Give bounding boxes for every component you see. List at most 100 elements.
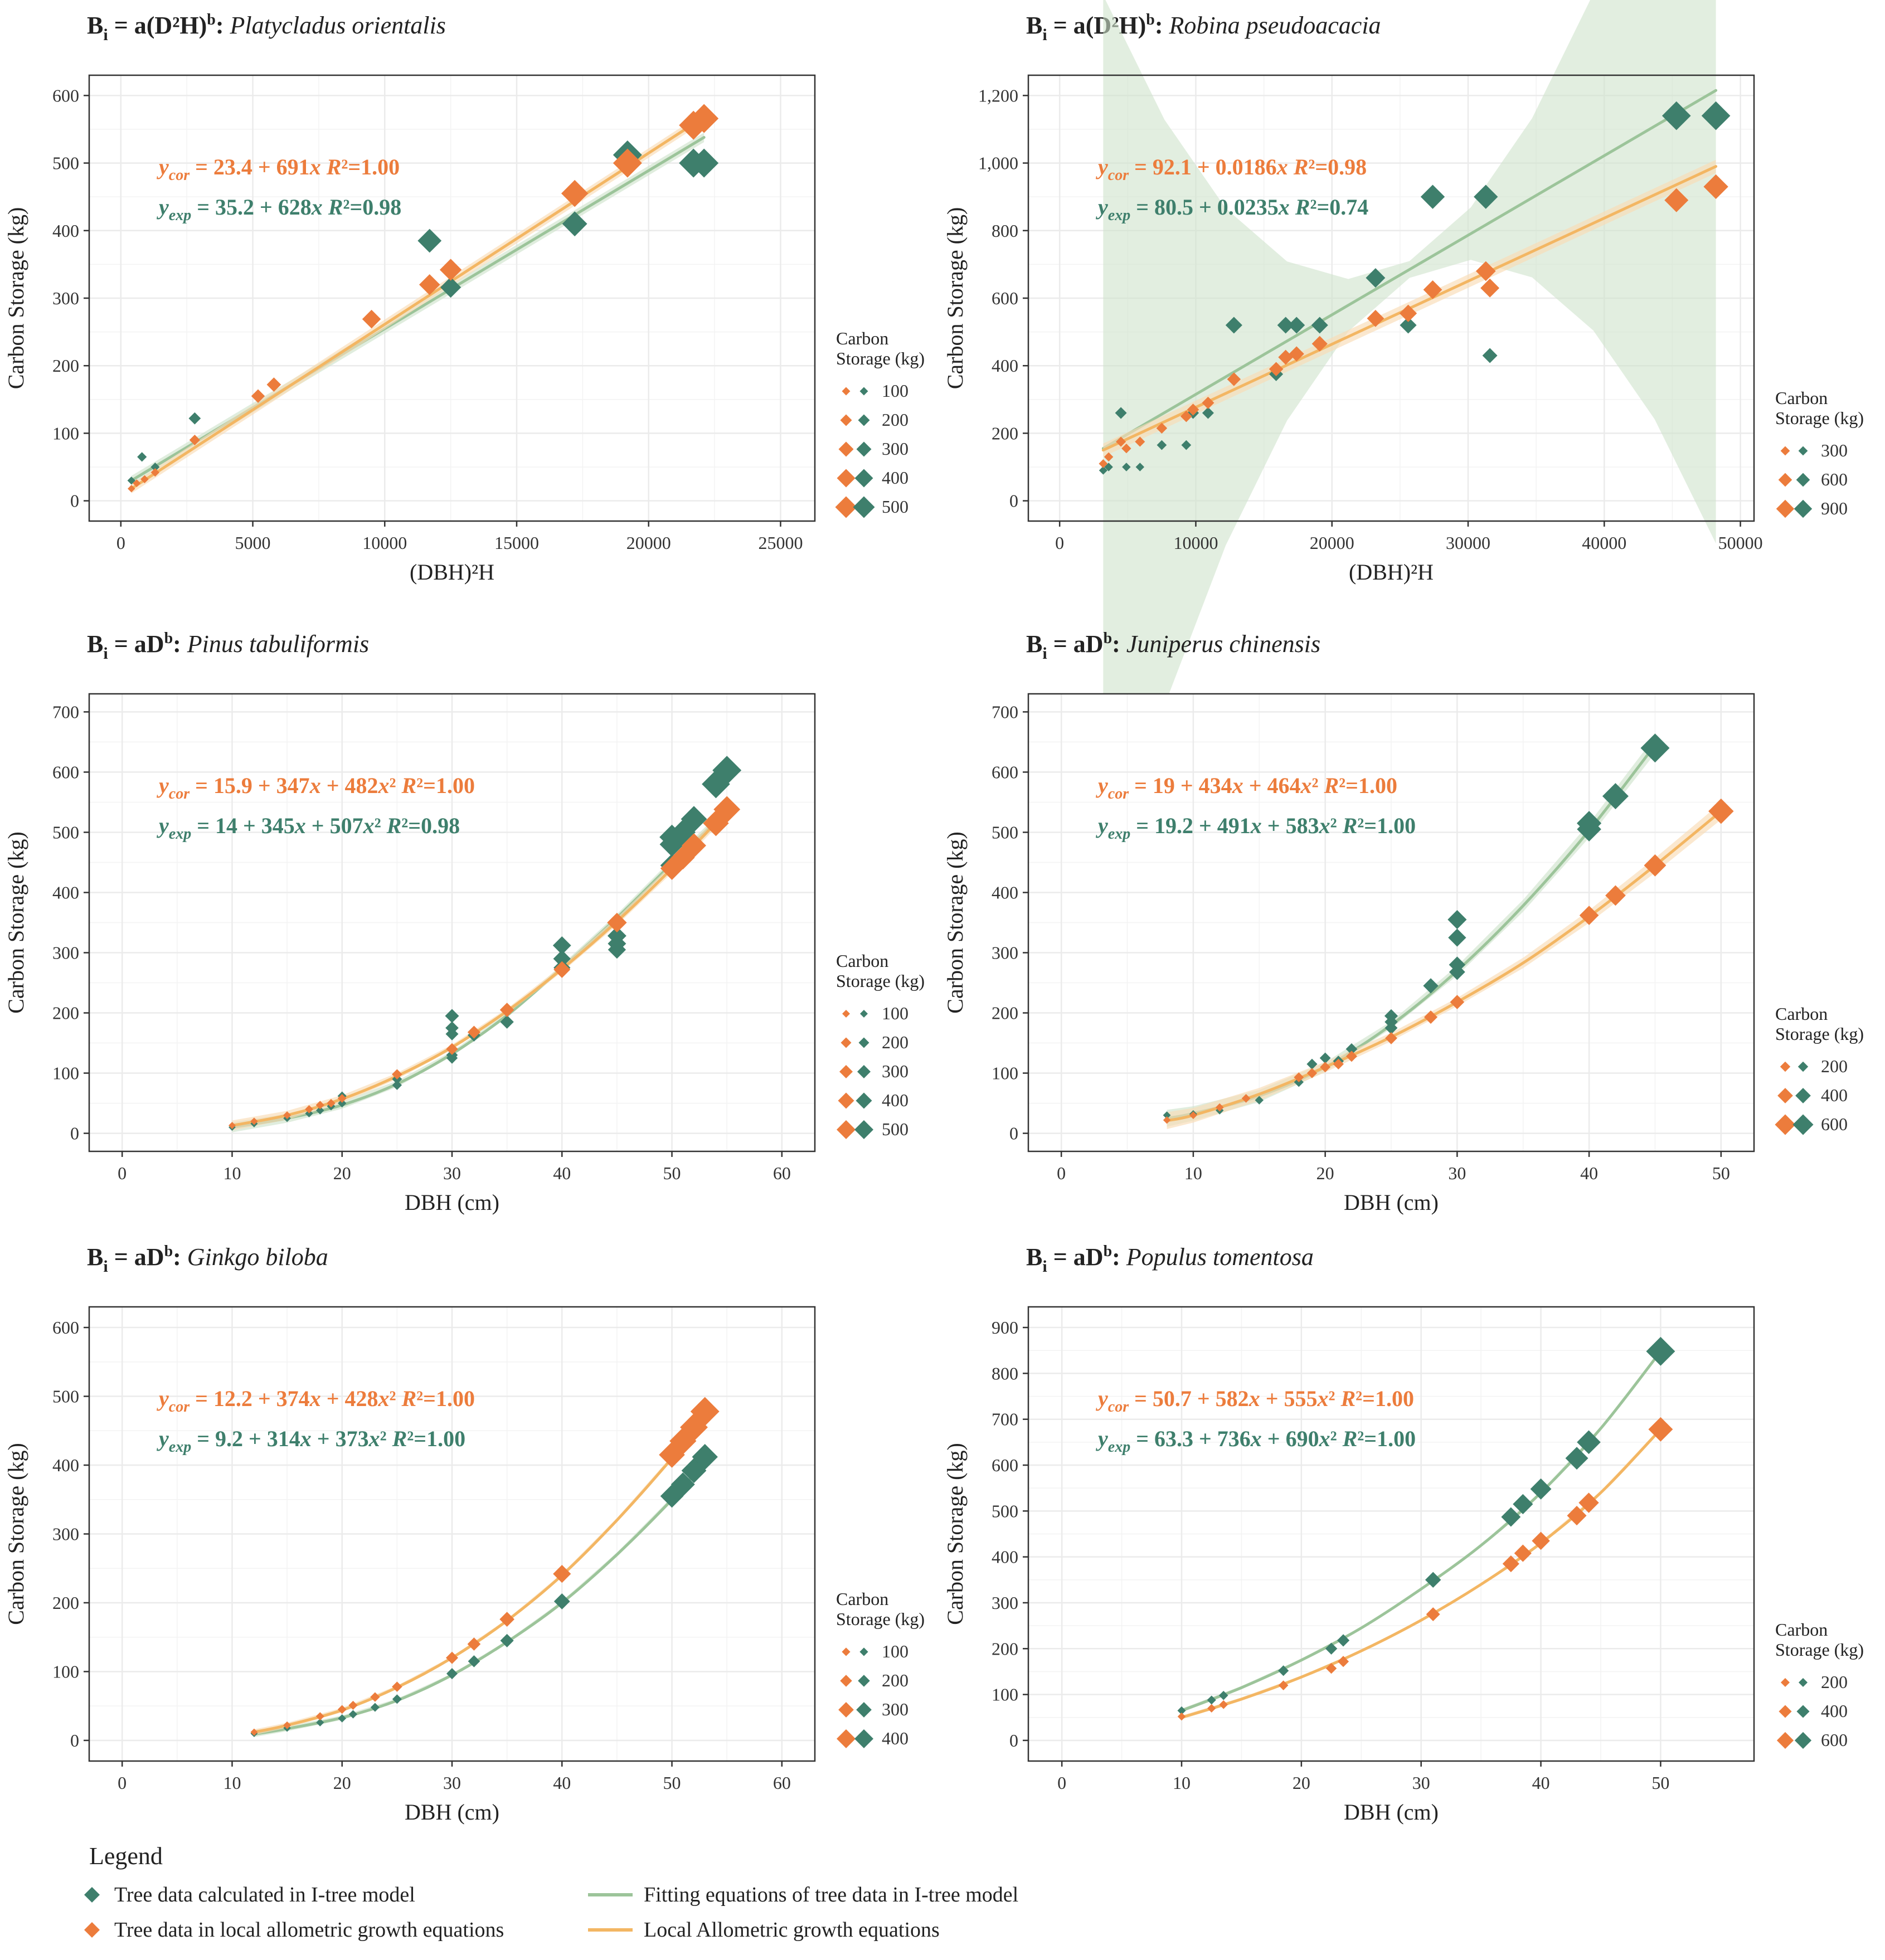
size-legend-exp-key [856, 441, 872, 457]
eq-r2-value: ²=1.00 [416, 1386, 475, 1411]
cor-point [1345, 1050, 1357, 1062]
eq-rhs: = 50.7 + 582 [1129, 1386, 1249, 1411]
title-subscript: i [1042, 1257, 1047, 1276]
y-tick-label: 200 [52, 1003, 79, 1023]
cor-point [1135, 436, 1145, 447]
y-tick-label: 700 [992, 702, 1018, 722]
x-tick-label: 15000 [494, 533, 539, 553]
exp-point [370, 1703, 380, 1712]
title-subscript: i [103, 26, 108, 44]
cor-point [1338, 1656, 1349, 1667]
panel-title: Bi = aDb: Populus tomentosa [1026, 1243, 1314, 1276]
y-tick-label: 100 [52, 423, 79, 443]
x-tick-label: 30 [443, 1773, 461, 1793]
cor-point [1121, 444, 1131, 454]
exp-point [1277, 317, 1294, 334]
eq-r: R [326, 154, 342, 179]
panel-title: Bi = aDb: Juniperus chinensis [1026, 630, 1320, 663]
size-legend-exp-key [860, 1010, 868, 1018]
size-legend-exp-key [1796, 473, 1810, 487]
size-legend-label: 400 [882, 468, 909, 488]
cor-point [251, 389, 265, 403]
x-tick-label: 20000 [1310, 533, 1354, 553]
exp-fit-line [1101, 89, 1718, 450]
cor-point [561, 179, 589, 207]
cor-point [189, 434, 200, 446]
size-legend-label: 100 [882, 1003, 909, 1023]
x-tick-label: 40 [1580, 1163, 1598, 1183]
exp-point [500, 1015, 514, 1029]
exp-point [1337, 1634, 1350, 1647]
cor-point [392, 1681, 402, 1692]
eq-subscript: exp [169, 207, 191, 224]
x-tick-label: 25000 [758, 533, 803, 553]
eq-x: x [294, 813, 306, 838]
exp-point [553, 950, 571, 967]
panel-pinus: Bi = aDb: Pinus tabuliformis 0 10 20 30 40 50 6… [3, 630, 925, 1215]
y-tick-label: 0 [70, 491, 79, 511]
cor-point [446, 1043, 458, 1056]
size-legend-title: Storage (kg) [836, 1609, 925, 1629]
cor-point [315, 1101, 324, 1110]
size-legend-cor-key [837, 1729, 856, 1748]
legend-label: Local Allometric growth equations [644, 1918, 940, 1942]
x-tick-label: 30 [1412, 1773, 1430, 1793]
y-tick-label: 500 [52, 153, 79, 173]
y-tick-label: 300 [992, 1593, 1018, 1613]
eq-y: y [157, 194, 169, 220]
cor-point [713, 796, 741, 823]
exp-point [1135, 463, 1145, 471]
x-tick-label: 0 [1057, 1163, 1066, 1183]
cor-point [1099, 459, 1108, 468]
eq-rhs: = 63.3 + 736 [1130, 1426, 1251, 1451]
title-formula: = aD [108, 630, 164, 658]
eq-rhs: = 9.2 + 314 [191, 1426, 300, 1451]
eq-x: x [1250, 813, 1262, 838]
exp-point [553, 1593, 570, 1609]
cor-point [370, 1692, 380, 1702]
title-formula: = a(D²H) [1047, 12, 1146, 39]
exp-point [1501, 1507, 1521, 1527]
y-tick-label: 600 [52, 1317, 79, 1338]
exp-point [348, 1710, 358, 1719]
y-tick-label: 500 [52, 1387, 79, 1407]
x-tick-label: 40 [553, 1773, 571, 1793]
eq-y: y [1096, 813, 1108, 838]
exp-point [1425, 1572, 1441, 1588]
eq-square: ² [1330, 1426, 1337, 1451]
size-legend-label: 600 [1821, 469, 1848, 489]
exp-point [1701, 101, 1731, 130]
y-tick-label: 300 [52, 288, 79, 308]
title-prefix: B [1026, 1243, 1042, 1271]
eq-rhs2: + 482 [321, 773, 378, 798]
size-legend-cor-key [1779, 1705, 1792, 1718]
eq-x2: x [1319, 813, 1330, 838]
x-axis-label: DBH (cm) [1344, 1799, 1439, 1825]
y-tick-label: 0 [70, 1124, 79, 1144]
title-superscript: b [207, 11, 216, 28]
cor-point [690, 1397, 720, 1426]
y-tick-label: 900 [992, 1317, 1018, 1338]
eq-subscript: exp [1108, 1438, 1130, 1456]
cor-point [439, 259, 462, 281]
cor-point [348, 1700, 358, 1710]
eq-subscript: cor [1108, 1398, 1129, 1416]
exp-point [1366, 268, 1386, 288]
x-tick-label: 30 [1448, 1163, 1466, 1183]
title-colon: : [1112, 1243, 1126, 1271]
title-superscript: b [164, 630, 173, 647]
exp-point [1474, 184, 1498, 209]
eq-space [1288, 154, 1294, 179]
eq-square: ² [389, 1386, 396, 1411]
size-legend-label: 500 [882, 497, 909, 517]
eq-r: R [1323, 773, 1339, 798]
x-tick-label: 0 [118, 1163, 127, 1183]
cor-point [1189, 1111, 1197, 1120]
eq-r: R [401, 773, 416, 798]
eq-y: y [157, 773, 169, 798]
x-tick-label: 5000 [235, 533, 271, 553]
eq-x2: x [1300, 773, 1311, 798]
exp-point [446, 1049, 458, 1061]
